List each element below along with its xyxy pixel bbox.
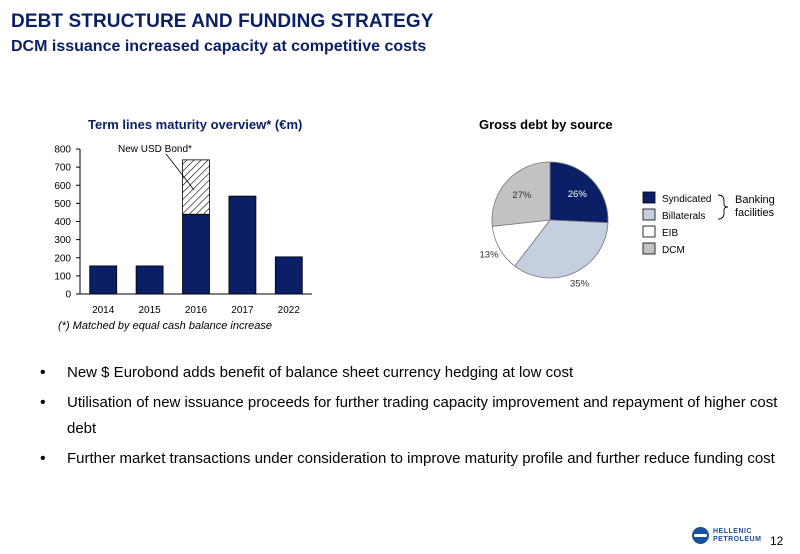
bar-chart-title: Term lines maturity overview* (€m) bbox=[88, 117, 303, 132]
y-tick-label: 200 bbox=[54, 253, 71, 264]
bar bbox=[89, 265, 118, 295]
x-tick-label: 2016 bbox=[185, 305, 208, 316]
bullet-item: Utilisation of new issuance proceeds for… bbox=[40, 390, 780, 442]
bar-new-usd-bond bbox=[182, 159, 210, 215]
y-tick-label: 700 bbox=[54, 163, 71, 174]
x-tick-label: 2022 bbox=[278, 305, 301, 316]
logo-mark-icon bbox=[692, 527, 709, 544]
page-subtitle: DCM issuance increased capacity at compe… bbox=[11, 38, 427, 55]
bullet-item: New $ Eurobond adds benefit of balance s… bbox=[40, 360, 780, 386]
bar bbox=[228, 195, 257, 295]
bar bbox=[182, 213, 210, 295]
company-logo: HELLENIC PETROLEUM bbox=[692, 527, 761, 544]
page-title: DEBT STRUCTURE AND FUNDING STRATEGY bbox=[11, 11, 434, 32]
bullet-item: Further market transactions under consid… bbox=[40, 446, 780, 472]
legend-swatch bbox=[642, 225, 656, 238]
pie-chart-title: Gross debt by source bbox=[479, 117, 613, 132]
y-tick-label: 800 bbox=[54, 145, 71, 156]
x-tick-label: 2015 bbox=[138, 305, 161, 316]
bar-chart-footnote: (*) Matched by equal cash balance increa… bbox=[58, 320, 273, 332]
pie-slice bbox=[514, 219, 609, 279]
pie-slice bbox=[491, 161, 551, 227]
legend-label: Syndicated bbox=[662, 194, 711, 205]
legend-label: EIB bbox=[662, 228, 678, 239]
annotation-leader bbox=[165, 153, 195, 191]
x-tick-label: 2014 bbox=[92, 305, 115, 316]
legend-swatch bbox=[642, 191, 656, 204]
bullet-list: New $ Eurobond adds benefit of balance s… bbox=[40, 360, 780, 476]
pie-slice-label: 26% bbox=[568, 189, 588, 200]
bar bbox=[274, 256, 303, 295]
annotation-label: New USD Bond* bbox=[118, 144, 192, 155]
y-tick-label: 100 bbox=[54, 271, 71, 282]
legend-label: DCM bbox=[662, 245, 685, 256]
pie-slice bbox=[549, 161, 609, 224]
pie-slice-label: 27% bbox=[512, 190, 532, 201]
y-tick-label: 400 bbox=[54, 217, 71, 228]
legend-group-brace bbox=[717, 194, 729, 220]
legend-group-label: facilities bbox=[735, 207, 775, 219]
y-tick-label: 600 bbox=[54, 181, 71, 192]
legend-group-label: Banking bbox=[735, 194, 775, 206]
y-tick-label: 500 bbox=[54, 199, 71, 210]
page-number: 12 bbox=[770, 534, 784, 548]
bar bbox=[135, 265, 164, 295]
y-tick-label: 0 bbox=[65, 290, 71, 301]
legend-swatch bbox=[642, 208, 656, 221]
logo-text: HELLENIC PETROLEUM bbox=[713, 527, 762, 543]
x-tick-label: 2017 bbox=[231, 305, 254, 316]
y-tick-label: 300 bbox=[54, 235, 71, 246]
pie-slice-label: 35% bbox=[570, 278, 590, 289]
legend-swatch bbox=[642, 242, 656, 255]
legend-label: Billaterals bbox=[662, 211, 705, 222]
pie-slice-label: 13% bbox=[480, 249, 500, 260]
